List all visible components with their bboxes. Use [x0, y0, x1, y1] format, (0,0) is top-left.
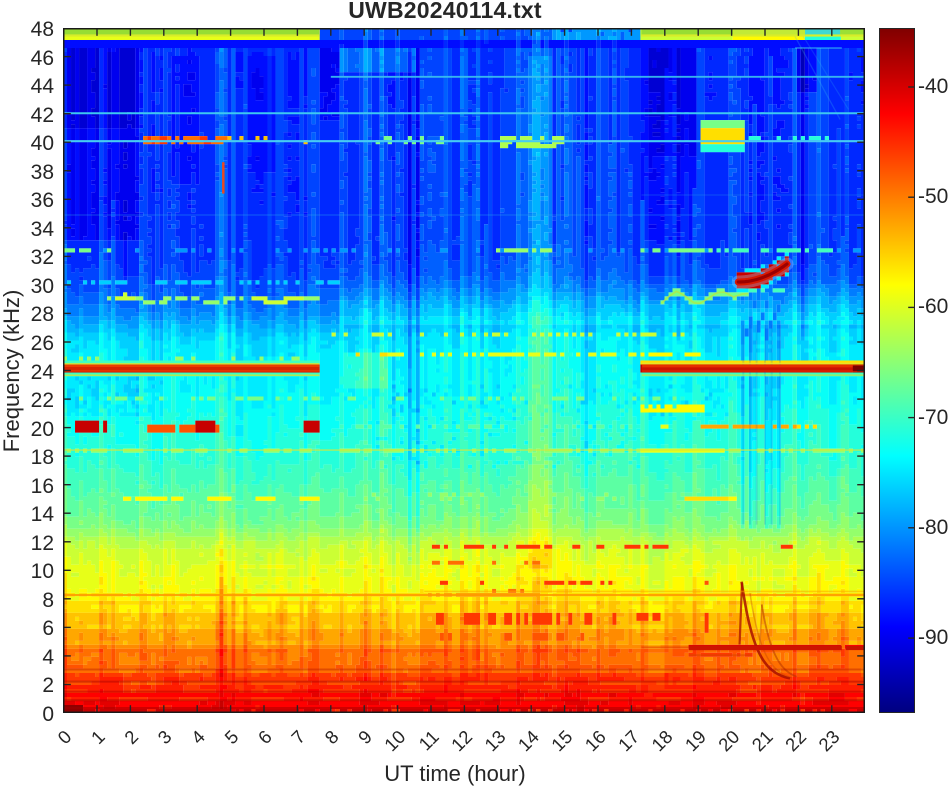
svg-text:10: 10 [380, 726, 409, 755]
svg-text:2: 2 [120, 726, 142, 748]
svg-text:16: 16 [580, 726, 609, 755]
svg-text:15: 15 [547, 726, 576, 755]
svg-text:23: 23 [814, 726, 843, 755]
svg-text:5: 5 [220, 726, 242, 748]
svg-text:13: 13 [480, 726, 509, 755]
svg-text:18: 18 [647, 726, 676, 755]
svg-text:21: 21 [747, 726, 776, 755]
svg-text:7: 7 [287, 726, 309, 748]
svg-text:20: 20 [714, 726, 743, 755]
svg-text:9: 9 [354, 726, 376, 748]
svg-text:6: 6 [254, 726, 276, 748]
svg-text:8: 8 [320, 726, 342, 748]
svg-text:14: 14 [514, 726, 543, 755]
svg-text:1: 1 [87, 726, 109, 748]
svg-text:17: 17 [614, 726, 643, 755]
svg-text:4: 4 [187, 726, 209, 748]
svg-text:3: 3 [153, 726, 175, 748]
svg-text:12: 12 [447, 726, 476, 755]
svg-text:19: 19 [681, 726, 710, 755]
svg-text:11: 11 [414, 726, 442, 754]
svg-text:22: 22 [781, 726, 810, 755]
svg-text:0: 0 [53, 726, 75, 748]
